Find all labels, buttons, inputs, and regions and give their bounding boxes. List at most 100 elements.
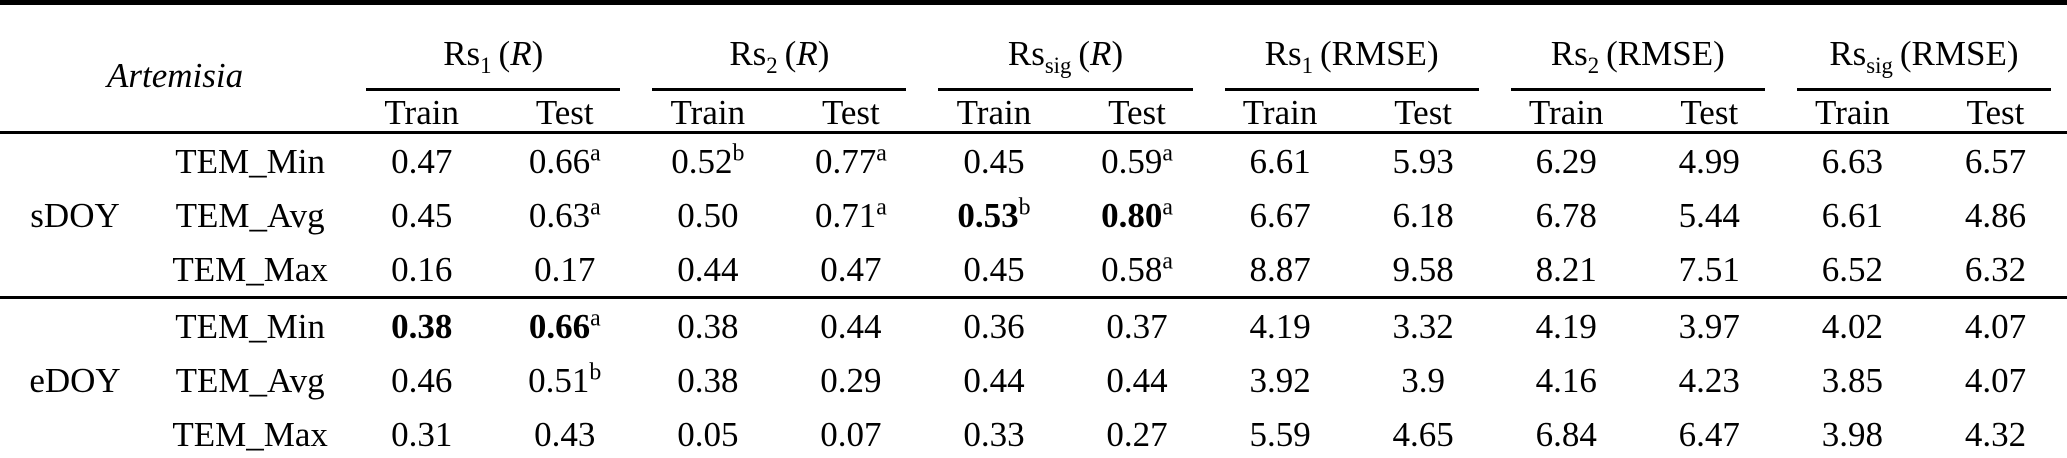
data-cell: 3.85 <box>1781 353 1924 407</box>
data-cell: 8.87 <box>1209 242 1352 298</box>
significance-superscript: a <box>590 139 601 166</box>
cell-value: 6.18 <box>1392 195 1454 235</box>
data-cell: 0.50 <box>636 188 779 242</box>
cell-value: 0.05 <box>677 414 739 454</box>
column-group-header: Rs2 (RMSE) <box>1495 3 1781 94</box>
cell-value: 0.47 <box>391 141 453 181</box>
data-cell: 4.02 <box>1780 296 1924 353</box>
cell-value: 0.36 <box>963 306 1025 346</box>
data-cell: 9.58 <box>1352 242 1495 298</box>
data-cell: 0.45 <box>922 242 1065 298</box>
cell-value: 6.61 <box>1249 141 1311 181</box>
subheader-test: Test <box>1065 93 1209 134</box>
data-cell: 6.84 <box>1495 407 1638 458</box>
data-cell: 4.07 <box>1924 353 2067 407</box>
data-cell: 0.46 <box>350 353 493 407</box>
cell-value: 0.46 <box>391 360 453 400</box>
data-cell: 3.98 <box>1781 407 1924 458</box>
cell-value: 3.98 <box>1821 414 1883 454</box>
data-cell: 6.29 <box>1495 133 1638 189</box>
data-cell: 0.71a <box>779 188 922 242</box>
row-variable-label: TEM_Avg <box>175 360 325 400</box>
column-group-label: Rs1 (R) <box>443 34 544 79</box>
cell-value: 0.80 <box>1101 195 1163 235</box>
data-cell: 0.53b <box>922 188 1065 242</box>
cell-value: 4.19 <box>1535 306 1597 346</box>
cell-value: 0.29 <box>820 360 882 400</box>
significance-superscript: a <box>590 304 601 331</box>
cell-value: 6.63 <box>1821 141 1883 181</box>
cell-value: 3.85 <box>1821 360 1883 400</box>
cell-value: 4.07 <box>1964 306 2027 346</box>
data-cell: 0.45 <box>350 188 493 242</box>
data-cell: 4.07 <box>1923 296 2067 353</box>
column-group-rule <box>1224 88 1479 91</box>
column-group-rule <box>652 88 907 91</box>
cell-value: 6.78 <box>1535 195 1597 235</box>
cell-value: 6.32 <box>1964 249 2027 289</box>
data-cell: 6.61 <box>1781 188 1924 242</box>
cell-value: 0.71 <box>814 195 877 235</box>
data-cell: 0.05 <box>636 407 779 458</box>
cell-value: 6.29 <box>1535 141 1597 181</box>
significance-superscript: b <box>1018 193 1031 220</box>
data-cell: 5.44 <box>1638 188 1781 242</box>
column-group-rule <box>1796 88 2051 91</box>
subheader-train: Train <box>636 93 780 134</box>
cell-value: 4.65 <box>1392 414 1454 454</box>
cell-value: 6.57 <box>1964 141 2027 181</box>
data-cell: 3.32 <box>1351 296 1495 353</box>
cell-value: 4.99 <box>1678 141 1740 181</box>
data-cell: 6.61 <box>1209 133 1352 189</box>
data-cell: 3.97 <box>1637 296 1781 353</box>
significance-superscript: a <box>1162 193 1173 220</box>
data-cell: 0.47 <box>779 242 922 298</box>
column-group-label: Rs2 (RMSE) <box>1550 34 1725 79</box>
subheader-train: Train <box>1494 93 1638 134</box>
cell-value: 4.23 <box>1678 360 1740 400</box>
cell-value: 4.86 <box>1964 195 2027 235</box>
cell-value: 8.87 <box>1249 249 1311 289</box>
data-cell: 0.51b <box>493 353 636 407</box>
data-cell: 6.52 <box>1781 242 1924 298</box>
data-cell: 0.63a <box>493 188 636 242</box>
row-variable-label: TEM_Max <box>172 249 328 289</box>
data-cell: 6.57 <box>1924 133 2067 189</box>
data-cell: 4.65 <box>1352 407 1495 458</box>
cell-value: 0.38 <box>677 360 739 400</box>
header-subrow: Train Test Train Test Train Test Train Test Trai… <box>0 93 2067 134</box>
data-cell: 0.44 <box>779 296 923 353</box>
cell-value: 0.59 <box>1101 141 1163 181</box>
significance-superscript: a <box>590 193 601 220</box>
significance-superscript: a <box>876 193 887 220</box>
cell-value: 5.59 <box>1249 414 1311 454</box>
data-cell: 4.19 <box>1494 296 1638 353</box>
data-cell: 0.31 <box>350 407 493 458</box>
column-group-label: Rs1 (RMSE) <box>1264 34 1439 79</box>
cell-value: 0.50 <box>677 195 739 235</box>
data-cell: 0.45 <box>922 133 1065 189</box>
data-cell: 4.19 <box>1208 296 1352 353</box>
data-cell: 0.44 <box>636 242 779 298</box>
data-cell: 6.32 <box>1924 242 2067 298</box>
column-group-rule <box>1510 88 1765 91</box>
cell-value: 4.02 <box>1821 306 1883 346</box>
cell-value: 4.19 <box>1249 306 1311 346</box>
table-row: TEM_Max 0.31 0.43 0.05 0.07 0.33 0.27 5.59 4.65 6… <box>0 407 2067 458</box>
cell-value: 0.37 <box>1106 306 1168 346</box>
column-group-rule <box>366 88 621 91</box>
cell-value: 3.92 <box>1249 360 1311 400</box>
cell-value: 0.44 <box>677 249 739 289</box>
cell-value: 0.45 <box>391 195 453 235</box>
data-cell: 0.52b <box>636 133 779 189</box>
subheader-train: Train <box>1780 93 1924 134</box>
cell-value: 3.9 <box>1401 360 1445 400</box>
data-cell: 0.36 <box>922 296 1066 353</box>
cell-value: 0.47 <box>820 249 882 289</box>
cell-value: 0.45 <box>963 141 1025 181</box>
data-cell: 0.77a <box>779 133 922 189</box>
cell-value: 0.07 <box>820 414 882 454</box>
cell-value: 0.31 <box>391 414 453 454</box>
table-corner-label: Artemisia <box>107 56 244 95</box>
